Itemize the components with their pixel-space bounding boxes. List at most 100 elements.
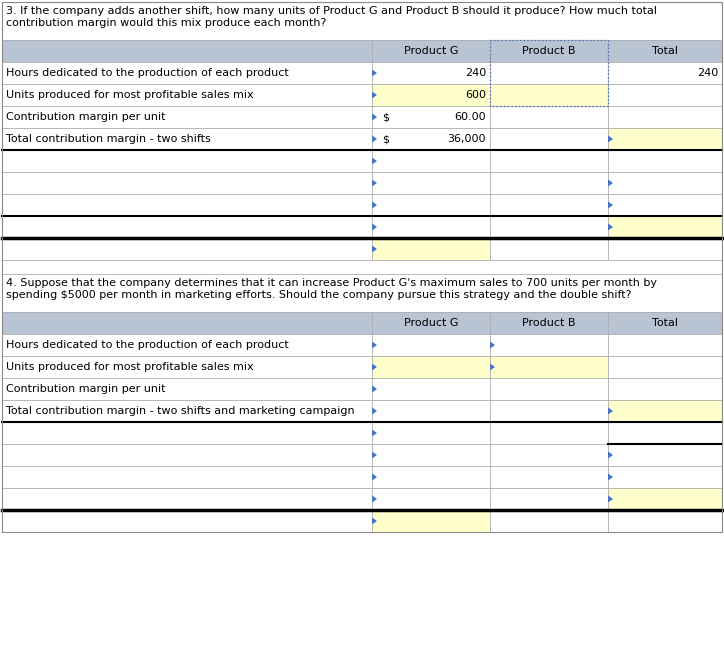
Polygon shape [372,179,377,186]
Text: Contribution margin per unit: Contribution margin per unit [6,112,166,122]
Bar [490,150,608,172]
Text: Units produced for most profitable sales mix: Units produced for most profitable sales… [6,90,253,100]
Bar [2,150,372,172]
Polygon shape [372,91,377,98]
Bar [2,62,372,84]
Bar [608,194,722,216]
Bar [2,488,372,510]
Polygon shape [372,496,377,503]
Bar [2,106,372,128]
Polygon shape [608,451,613,458]
Text: Hours dedicated to the production of each product: Hours dedicated to the production of eac… [6,68,289,78]
Bar [372,378,490,400]
Bar [490,128,608,150]
Bar [372,62,490,84]
Bar [2,194,372,216]
Polygon shape [372,158,377,164]
Text: $: $ [382,134,389,144]
Bar [608,128,722,150]
Bar [490,106,608,128]
Polygon shape [608,201,613,209]
Bar [372,510,490,532]
Bar [372,128,490,150]
Bar [608,312,722,334]
Bar [2,238,372,260]
Polygon shape [372,136,377,143]
Bar [490,466,608,488]
Bar [2,2,722,532]
Polygon shape [372,246,377,252]
Bar [490,216,608,238]
Polygon shape [608,408,613,415]
Bar [2,356,372,378]
Bar [2,510,372,532]
Polygon shape [372,70,377,76]
Bar [608,488,722,510]
Polygon shape [372,473,377,481]
Bar [608,334,722,356]
Polygon shape [372,451,377,458]
Bar [372,444,490,466]
Bar [490,312,608,334]
Polygon shape [372,201,377,209]
Polygon shape [490,364,495,370]
Polygon shape [372,385,377,393]
Text: 4. Suppose that the company determines that it can increase Product G's maximum : 4. Suppose that the company determines t… [6,278,657,300]
Bar [2,216,372,238]
Bar [2,466,372,488]
Bar [608,400,722,422]
Polygon shape [608,179,613,186]
Text: $: $ [382,112,389,122]
Text: 240: 240 [465,68,486,78]
Bar [490,488,608,510]
Text: 60.00: 60.00 [455,112,486,122]
Bar [2,400,372,422]
Bar [490,238,608,260]
Bar [608,62,722,84]
Bar [608,238,722,260]
Bar [608,510,722,532]
Polygon shape [372,430,377,436]
Bar [490,356,608,378]
Bar [2,128,372,150]
Bar [372,40,490,62]
Text: Total: Total [652,318,678,328]
Bar [608,466,722,488]
Text: Product B: Product B [522,318,576,328]
Bar [608,172,722,194]
Text: Contribution margin per unit: Contribution margin per unit [6,384,166,394]
Polygon shape [608,496,613,503]
Text: Total contribution margin - two shifts and marketing campaign: Total contribution margin - two shifts a… [6,406,355,416]
Bar [490,40,608,62]
Bar [372,356,490,378]
Bar [608,40,722,62]
Bar [372,106,490,128]
Bar [490,378,608,400]
Bar [372,488,490,510]
Polygon shape [608,224,613,231]
Bar [490,194,608,216]
Bar [608,150,722,172]
Bar [2,84,372,106]
Polygon shape [490,342,495,349]
Text: Hours dedicated to the production of each product: Hours dedicated to the production of eac… [6,340,289,350]
Text: 36,000: 36,000 [447,134,486,144]
Bar [2,444,372,466]
Bar [2,260,722,274]
Polygon shape [608,136,613,143]
Bar [372,194,490,216]
Bar [372,172,490,194]
Polygon shape [372,408,377,415]
Bar [2,422,372,444]
Bar [2,172,372,194]
Polygon shape [372,342,377,349]
Bar [490,400,608,422]
Bar [490,444,608,466]
Bar [608,422,722,444]
Polygon shape [372,518,377,524]
Polygon shape [372,113,377,121]
Polygon shape [372,224,377,231]
Bar [608,444,722,466]
Text: 3. If the company adds another shift, how many units of Product G and Product B : 3. If the company adds another shift, ho… [6,6,657,27]
Polygon shape [608,473,613,481]
